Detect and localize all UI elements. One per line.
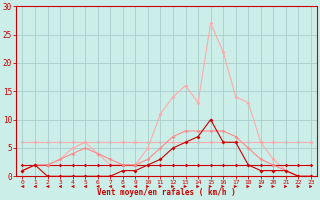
X-axis label: Vent moyen/en rafales ( km/h ): Vent moyen/en rafales ( km/h ) <box>97 188 236 197</box>
